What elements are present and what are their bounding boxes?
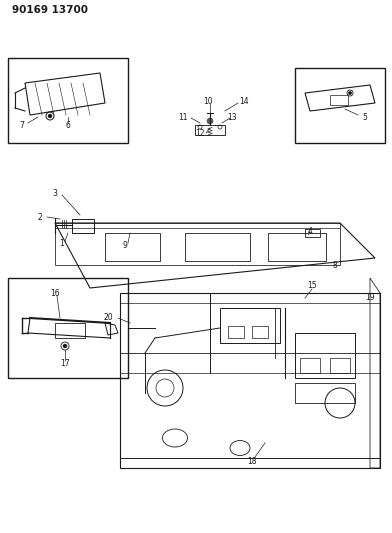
Text: 4: 4: [308, 227, 312, 236]
Bar: [295, 383, 355, 403]
Circle shape: [349, 92, 351, 94]
Text: 9: 9: [123, 241, 127, 251]
Text: 6: 6: [65, 120, 71, 130]
Text: 20: 20: [103, 313, 113, 322]
Bar: [72, 219, 94, 233]
Bar: [8, 278, 128, 378]
Text: 3: 3: [53, 189, 58, 198]
Text: 10: 10: [203, 96, 213, 106]
Bar: [295, 68, 385, 143]
Bar: [305, 229, 320, 237]
Bar: [300, 358, 320, 373]
Circle shape: [49, 115, 51, 117]
Bar: [295, 333, 355, 378]
Text: 15: 15: [307, 281, 317, 290]
Bar: [55, 323, 85, 338]
Text: 12: 12: [196, 128, 205, 138]
Bar: [185, 233, 250, 261]
Bar: [252, 326, 268, 338]
Text: 16: 16: [50, 288, 60, 297]
Bar: [330, 95, 348, 105]
Text: 17: 17: [60, 359, 70, 367]
Text: 5: 5: [363, 112, 367, 122]
Text: 14: 14: [239, 96, 249, 106]
Text: 18: 18: [247, 456, 257, 465]
Circle shape: [64, 344, 67, 348]
Text: 13: 13: [227, 114, 237, 123]
Bar: [268, 233, 326, 261]
Text: 11: 11: [178, 114, 188, 123]
Text: 90169 13700: 90169 13700: [12, 5, 88, 15]
Circle shape: [207, 118, 213, 124]
Bar: [220, 308, 280, 343]
Text: 8: 8: [333, 261, 338, 270]
Text: 7: 7: [20, 120, 24, 130]
Bar: [330, 358, 350, 373]
Text: 1: 1: [60, 238, 64, 247]
Bar: [105, 233, 160, 261]
Text: 19: 19: [365, 294, 375, 303]
Bar: [8, 58, 128, 143]
Bar: [228, 326, 244, 338]
Text: 2: 2: [38, 213, 42, 222]
